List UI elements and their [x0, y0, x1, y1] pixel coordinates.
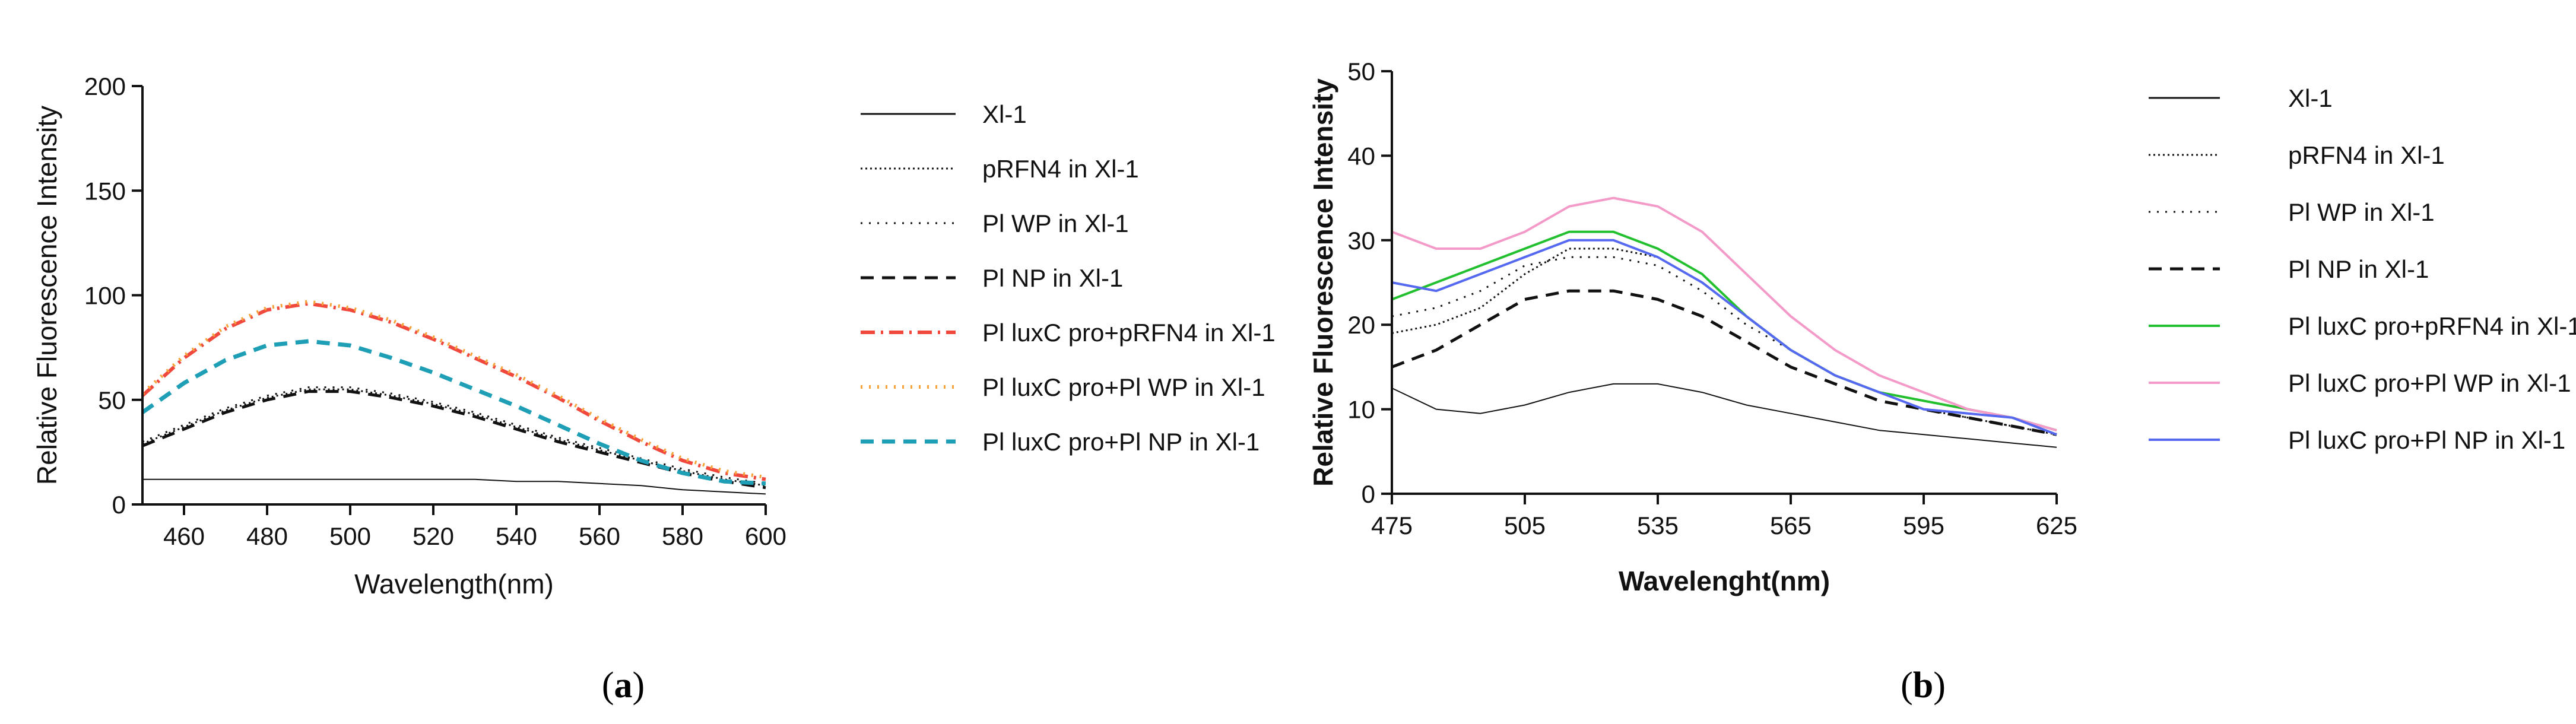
legend-a: Xl-1 pRFN4 in Xl-1 Pl WP in Xl-1 Pl NP in X… [861, 100, 1276, 456]
legend-item-b-7: Pl luxC pro+Pl NP in Xl-1 [2149, 426, 2565, 454]
legend-label-a-3: Pl WP in Xl-1 [982, 209, 1129, 237]
caption-letter-a: a [614, 665, 633, 706]
legend-label-a-2: pRFN4 in Xl-1 [982, 155, 1139, 183]
series-line-b-1 [1391, 383, 2057, 448]
series-line-b-5 [1391, 230, 2057, 432]
x-tick-label-a-3: 520 [413, 522, 454, 550]
x-tick-label-b-2: 535 [1637, 512, 1679, 539]
series-line-a-1 [142, 478, 766, 495]
legend-item-a-3: Pl WP in Xl-1 [861, 209, 1129, 237]
x-tick-label-a-7: 600 [745, 522, 786, 550]
legend-label-b-3: Pl WP in Xl-1 [2288, 198, 2435, 226]
series-line-b-3 [1391, 256, 2057, 436]
y-tick-label-a-2: 100 [84, 282, 126, 310]
legend-item-a-2: pRFN4 in Xl-1 [861, 155, 1139, 183]
legend-label-b-2: pRFN4 in Xl-1 [2288, 141, 2445, 169]
legend-item-b-2: pRFN4 in Xl-1 [2149, 141, 2445, 169]
legend-item-a-1: Xl-1 [861, 100, 1027, 128]
x-tick-label-a-1: 480 [246, 522, 288, 550]
series-group-a [141, 300, 766, 495]
legend-label-a-7: Pl luxC pro+Pl NP in Xl-1 [982, 428, 1260, 456]
axes-b: 0 10 20 30 40 50 475 505 535 565 595 625 [1347, 58, 2077, 539]
panel-caption-a: (a) [602, 665, 645, 706]
caption-open-paren-a: ( [602, 665, 614, 706]
chart-panel-b: 0 10 20 30 40 50 475 505 535 565 595 625 Wavelenght… [1308, 58, 2576, 706]
y-tick-label-b-1: 10 [1347, 396, 1375, 424]
legend-label-b-6: Pl luxC pro+Pl WP in Xl-1 [2288, 369, 2571, 397]
x-tick-label-b-4: 595 [1903, 512, 1944, 539]
plot-area-b: 0 10 20 30 40 50 475 505 535 565 595 625 [1347, 58, 2077, 539]
axes-a: 0 50 100 150 200 460 480 500 520 540 560 580 600 [84, 72, 786, 550]
y-tick-label-a-3: 150 [84, 177, 126, 205]
legend-item-b-3: Pl WP in Xl-1 [2149, 198, 2435, 226]
legend-label-b-1: Xl-1 [2288, 84, 2333, 112]
x-tick-label-a-6: 580 [662, 522, 703, 550]
x-tick-label-a-5: 560 [579, 522, 620, 550]
series-line-b-2 [1391, 247, 2057, 436]
series-line-a-5 [141, 301, 766, 481]
panel-caption-b: (b) [1901, 665, 1946, 706]
legend-item-a-7: Pl luxC pro+Pl NP in Xl-1 [861, 428, 1260, 456]
legend-label-a-1: Xl-1 [982, 100, 1027, 128]
legend-label-b-4: Pl NP in Xl-1 [2288, 255, 2429, 283]
chart-panel-a: 0 50 100 150 200 460 480 500 520 540 560 580 600 Wav… [31, 72, 1276, 706]
y-axis-title-b: Relative Fluorescence Intensity [1308, 78, 1338, 487]
x-tick-label-a-4: 540 [496, 522, 537, 550]
legend-item-a-6: Pl luxC pro+Pl WP in Xl-1 [861, 373, 1265, 401]
caption-letter-b: b [1913, 665, 1933, 706]
caption-close-paren-a: ) [633, 665, 645, 706]
legend-label-a-4: Pl NP in Xl-1 [982, 264, 1123, 292]
series-line-a-6 [141, 300, 766, 480]
y-tick-label-b-0: 0 [1362, 480, 1375, 508]
x-axis-title-b: Wavelenght(nm) [1619, 566, 1830, 596]
caption-open-paren-b: ( [1901, 665, 1913, 706]
caption-close-paren-b: ) [1933, 665, 1946, 706]
legend-label-b-5: Pl luxC pro+pRFN4 in Xl-1 [2288, 312, 2576, 340]
series-line-b-7 [1391, 239, 2057, 436]
x-axis-title-a: Wavelength(nm) [354, 569, 554, 599]
y-tick-label-a-4: 200 [84, 72, 126, 100]
legend-item-a-4: Pl NP in Xl-1 [861, 264, 1123, 292]
series-line-a-2 [142, 388, 766, 487]
legend-b: Xl-1 pRFN4 in Xl-1 Pl WP in Xl-1 Pl NP in X… [2149, 84, 2576, 454]
x-tick-label-b-0: 475 [1371, 512, 1413, 539]
x-tick-label-b-3: 565 [1770, 512, 1812, 539]
legend-item-b-6: Pl luxC pro+Pl WP in Xl-1 [2149, 369, 2571, 397]
x-tick-label-b-5: 625 [2036, 512, 2077, 539]
legend-label-b-7: Pl luxC pro+Pl NP in Xl-1 [2288, 426, 2565, 454]
y-tick-label-a-0: 0 [112, 491, 126, 519]
series-line-b-6 [1391, 196, 2057, 432]
series-line-a-7 [141, 339, 766, 486]
y-tick-label-b-4: 40 [1347, 142, 1375, 170]
x-tick-label-a-0: 460 [163, 522, 205, 550]
y-tick-label-b-5: 50 [1347, 58, 1375, 85]
y-tick-label-b-2: 20 [1347, 311, 1375, 339]
legend-item-a-5: Pl luxC pro+pRFN4 in Xl-1 [861, 319, 1276, 347]
y-axis-title-a: Relative Fluorescence Intensity [31, 106, 62, 485]
plot-area-a: 0 50 100 150 200 460 480 500 520 540 560 580 600 [84, 72, 786, 550]
series-line-a-3 [142, 386, 766, 485]
x-tick-label-a-2: 500 [329, 522, 371, 550]
legend-item-b-5: Pl luxC pro+pRFN4 in Xl-1 [2149, 312, 2576, 340]
legend-label-a-6: Pl luxC pro+Pl WP in Xl-1 [982, 373, 1265, 401]
series-group-b [1391, 196, 2057, 448]
legend-item-b-1: Xl-1 [2149, 84, 2333, 112]
y-tick-label-a-1: 50 [98, 386, 126, 414]
y-tick-label-b-3: 30 [1347, 227, 1375, 255]
legend-label-a-5: Pl luxC pro+pRFN4 in Xl-1 [982, 319, 1276, 347]
x-tick-label-b-1: 505 [1504, 512, 1546, 539]
legend-item-b-4: Pl NP in Xl-1 [2149, 255, 2429, 283]
